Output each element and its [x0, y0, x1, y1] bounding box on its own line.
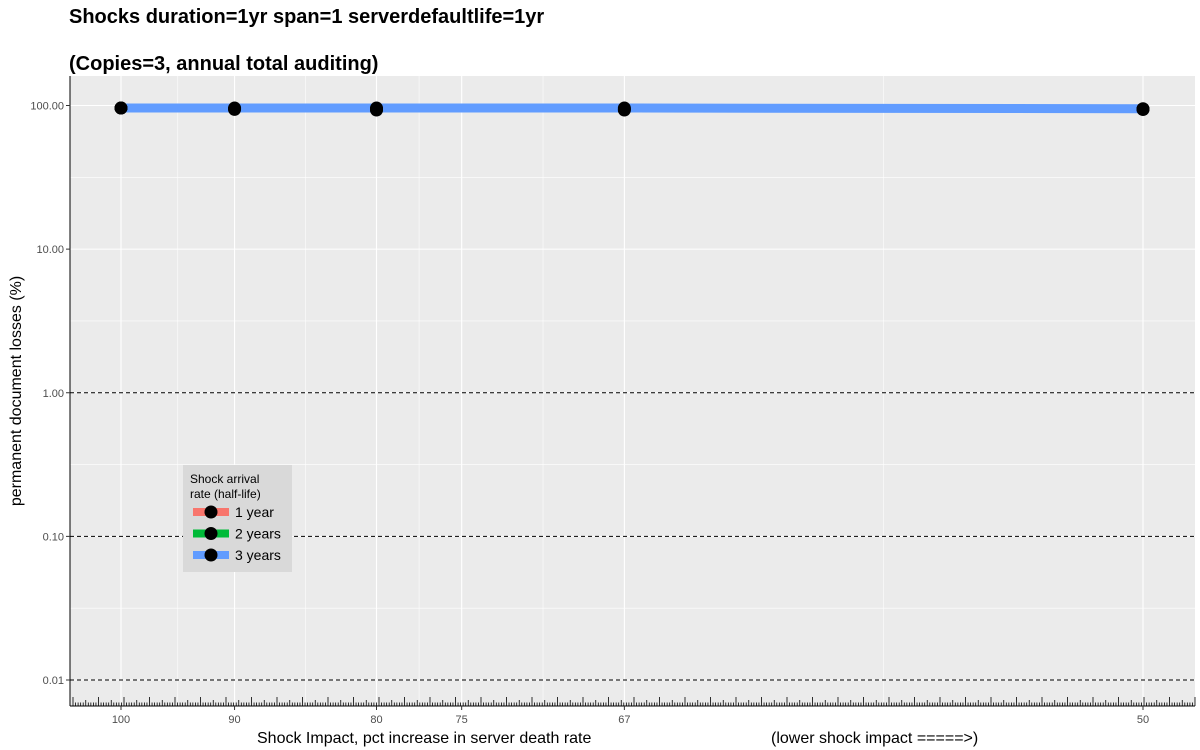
legend-key-point: [204, 548, 218, 562]
data-point: [114, 101, 128, 115]
x-axis-ticks: 100 90 80 75 67 50: [112, 706, 1149, 726]
x-tick-label: 100: [112, 714, 130, 726]
chart-title: Shocks duration=1yr span=1 serverdefault…: [69, 6, 544, 28]
x-axis-title: Shock Impact, pct increase in server dea…: [257, 730, 591, 747]
rug-path: [72, 697, 1196, 706]
y-axis-ticks: 100.00 10.00 1.00 0.10 0.01: [30, 101, 70, 687]
y-tick-label: 100.00: [30, 101, 64, 113]
legend: Shock arrival rate (half-life) 1 year 2 y…: [183, 465, 292, 572]
plot-panel: [70, 76, 1195, 706]
x-tick-label: 50: [1137, 714, 1149, 726]
series-lines: [120, 103, 1144, 114]
y-tick-label: 10.00: [36, 244, 64, 256]
data-point: [370, 101, 383, 115]
x-tick-label: 67: [618, 714, 630, 726]
legend-label: 3 years: [235, 547, 281, 563]
legend-label: 1 year: [235, 504, 274, 520]
legend-item: 3 years: [193, 547, 281, 563]
x-tick-label: 90: [228, 714, 240, 726]
rug-ticks: [72, 697, 1196, 706]
legend-label: 2 years: [235, 526, 281, 542]
x-tick-label: 75: [456, 714, 468, 726]
series-line: [121, 103, 1144, 114]
data-point: [617, 101, 631, 115]
legend-key-point: [204, 527, 218, 540]
reference-lines: [70, 392, 1195, 681]
legend-key-point: [204, 505, 218, 519]
x-tick-label: 80: [370, 714, 382, 726]
data-point: [228, 101, 242, 115]
legend-item: 1 year: [193, 504, 274, 520]
data-points: [114, 101, 1150, 117]
legend-title-line2: rate (half-life): [190, 487, 261, 501]
y-tick-label: 0.10: [43, 531, 64, 543]
data-point: [1136, 102, 1150, 116]
chart-subtitle: (Copies=3, annual total auditing): [69, 53, 378, 75]
x-axis-note: (lower shock impact =====>): [771, 730, 978, 747]
y-tick-label: 0.01: [43, 675, 64, 687]
legend-title-line1: Shock arrival: [190, 472, 259, 486]
y-axis-title: permanent document losses (%): [8, 276, 25, 506]
legend-item: 2 years: [193, 526, 281, 542]
y-tick-label: 1.00: [43, 388, 64, 400]
